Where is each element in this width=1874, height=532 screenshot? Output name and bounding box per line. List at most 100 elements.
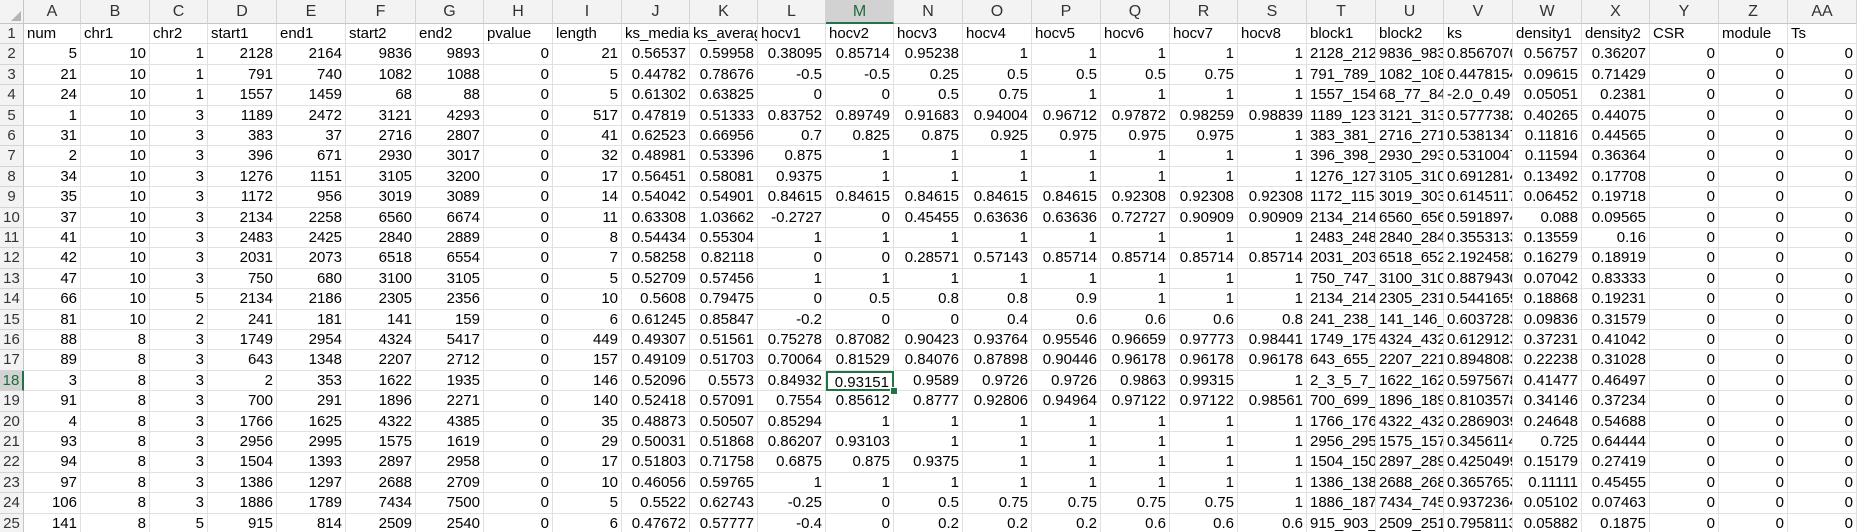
cell-H4[interactable]: 0 <box>484 85 553 106</box>
cell-S21[interactable]: 1 <box>1238 432 1307 453</box>
cell-N21[interactable]: 1 <box>894 432 963 453</box>
cell-O6[interactable]: 0.925 <box>963 126 1032 147</box>
column-header-H[interactable]: H <box>484 0 553 24</box>
column-header-O[interactable]: O <box>963 0 1032 24</box>
cell-Q23[interactable]: 1 <box>1101 472 1170 494</box>
cell-D7[interactable]: 396 <box>208 146 277 167</box>
cell-J22[interactable]: 0.51803 <box>622 452 690 473</box>
cell-M17[interactable]: 0.81529 <box>826 350 894 371</box>
cell-C1[interactable]: chr2 <box>150 24 208 45</box>
cell-X25[interactable]: 0.1875 <box>1582 513 1650 532</box>
cell-P15[interactable]: 0.6 <box>1032 309 1101 330</box>
cell-P8[interactable]: 1 <box>1032 166 1101 188</box>
cell-C10[interactable]: 3 <box>150 207 208 228</box>
cell-L20[interactable]: 0.85294 <box>758 411 826 432</box>
cell-G17[interactable]: 2712 <box>416 350 484 371</box>
cell-X3[interactable]: 0.71429 <box>1582 64 1650 86</box>
cell-X5[interactable]: 0.44075 <box>1582 105 1650 126</box>
cell-B21[interactable]: 8 <box>81 432 150 453</box>
cell-M6[interactable]: 0.825 <box>826 126 894 147</box>
cell-N22[interactable]: 0.9375 <box>894 452 963 473</box>
cell-G8[interactable]: 3200 <box>416 166 484 188</box>
cell-E6[interactable]: 37 <box>277 126 346 147</box>
cell-G21[interactable]: 1619 <box>416 432 484 453</box>
cell-Q19[interactable]: 0.97122 <box>1101 391 1170 412</box>
cell-J3[interactable]: 0.44782 <box>622 64 690 86</box>
cell-G14[interactable]: 2356 <box>416 289 484 310</box>
cell-K14[interactable]: 0.79475 <box>690 289 758 310</box>
cell-W14[interactable]: 0.18868 <box>1513 289 1582 310</box>
cell-I23[interactable]: 10 <box>553 472 622 494</box>
cell-L11[interactable]: 1 <box>758 228 826 249</box>
cell-B2[interactable]: 10 <box>81 44 150 65</box>
cell-J9[interactable]: 0.54042 <box>622 187 690 208</box>
cell-M23[interactable]: 1 <box>826 472 894 494</box>
cell-C4[interactable]: 1 <box>150 85 208 106</box>
cell-I13[interactable]: 5 <box>553 268 622 290</box>
cell-W17[interactable]: 0.22238 <box>1513 350 1582 371</box>
cell-J16[interactable]: 0.49307 <box>622 330 690 351</box>
cell-S3[interactable]: 1 <box>1238 64 1307 86</box>
cell-Y22[interactable]: 0 <box>1650 452 1719 473</box>
cell-E17[interactable]: 1348 <box>277 350 346 371</box>
cell-Q24[interactable]: 0.75 <box>1101 493 1170 514</box>
cell-B19[interactable]: 8 <box>81 391 150 412</box>
cell-Q2[interactable]: 1 <box>1101 44 1170 65</box>
cell-F23[interactable]: 2688 <box>346 472 416 494</box>
cell-Z2[interactable]: 0 <box>1719 44 1788 65</box>
cell-H19[interactable]: 0 <box>484 391 553 412</box>
cell-P12[interactable]: 0.85714 <box>1032 248 1101 269</box>
cell-E10[interactable]: 2258 <box>277 207 346 228</box>
cell-C7[interactable]: 3 <box>150 146 208 167</box>
row-header-7[interactable]: 7 <box>0 146 24 167</box>
cell-AA22[interactable]: 0 <box>1788 452 1857 473</box>
cell-G4[interactable]: 88 <box>416 85 484 106</box>
row-header-10[interactable]: 10 <box>0 207 24 228</box>
cell-W5[interactable]: 0.40265 <box>1513 105 1582 126</box>
cell-G10[interactable]: 6674 <box>416 207 484 228</box>
cell-F12[interactable]: 6518 <box>346 248 416 269</box>
cell-T19[interactable]: 700_699_( <box>1307 391 1376 412</box>
cell-U14[interactable]: 2305_231( <box>1376 289 1444 310</box>
cell-I25[interactable]: 6 <box>553 513 622 532</box>
row-header-17[interactable]: 17 <box>0 350 24 371</box>
cell-U13[interactable]: 3100_310( <box>1376 268 1444 290</box>
cell-W12[interactable]: 0.16279 <box>1513 248 1582 269</box>
cell-P17[interactable]: 0.90446 <box>1032 350 1101 371</box>
cell-C22[interactable]: 3 <box>150 452 208 473</box>
cell-Y5[interactable]: 0 <box>1650 105 1719 126</box>
cell-Z21[interactable]: 0 <box>1719 432 1788 453</box>
cell-P14[interactable]: 0.9 <box>1032 289 1101 310</box>
cell-I8[interactable]: 17 <box>553 166 622 188</box>
cell-F18[interactable]: 1622 <box>346 370 416 392</box>
cell-O18[interactable]: 0.9726 <box>963 370 1032 392</box>
cell-Z16[interactable]: 0 <box>1719 330 1788 351</box>
cell-C13[interactable]: 3 <box>150 268 208 290</box>
cell-S10[interactable]: 0.90909 <box>1238 207 1307 228</box>
cell-W10[interactable]: 0.088 <box>1513 207 1582 228</box>
cell-G25[interactable]: 2540 <box>416 513 484 532</box>
row-header-18[interactable]: 18 <box>0 370 24 392</box>
cell-L9[interactable]: 0.84615 <box>758 187 826 208</box>
cell-D18[interactable]: 2 <box>208 370 277 392</box>
cell-B17[interactable]: 8 <box>81 350 150 371</box>
cell-F17[interactable]: 2207 <box>346 350 416 371</box>
row-header-22[interactable]: 22 <box>0 452 24 473</box>
cell-Z15[interactable]: 0 <box>1719 309 1788 330</box>
column-header-R[interactable]: R <box>1170 0 1238 24</box>
cell-L12[interactable]: 0 <box>758 248 826 269</box>
cell-K10[interactable]: 1.03662 <box>690 207 758 228</box>
cell-J13[interactable]: 0.52709 <box>622 268 690 290</box>
cell-AA10[interactable]: 0 <box>1788 207 1857 228</box>
cell-B11[interactable]: 10 <box>81 228 150 249</box>
cell-T16[interactable]: 1749_175( <box>1307 330 1376 351</box>
row-header-15[interactable]: 15 <box>0 309 24 330</box>
cell-R22[interactable]: 1 <box>1170 452 1238 473</box>
cell-I5[interactable]: 517 <box>553 105 622 126</box>
cell-A9[interactable]: 35 <box>24 187 81 208</box>
cell-C16[interactable]: 3 <box>150 330 208 351</box>
row-header-24[interactable]: 24 <box>0 493 24 514</box>
cell-P2[interactable]: 1 <box>1032 44 1101 65</box>
cell-E14[interactable]: 2186 <box>277 289 346 310</box>
cell-C18[interactable]: 3 <box>150 370 208 392</box>
